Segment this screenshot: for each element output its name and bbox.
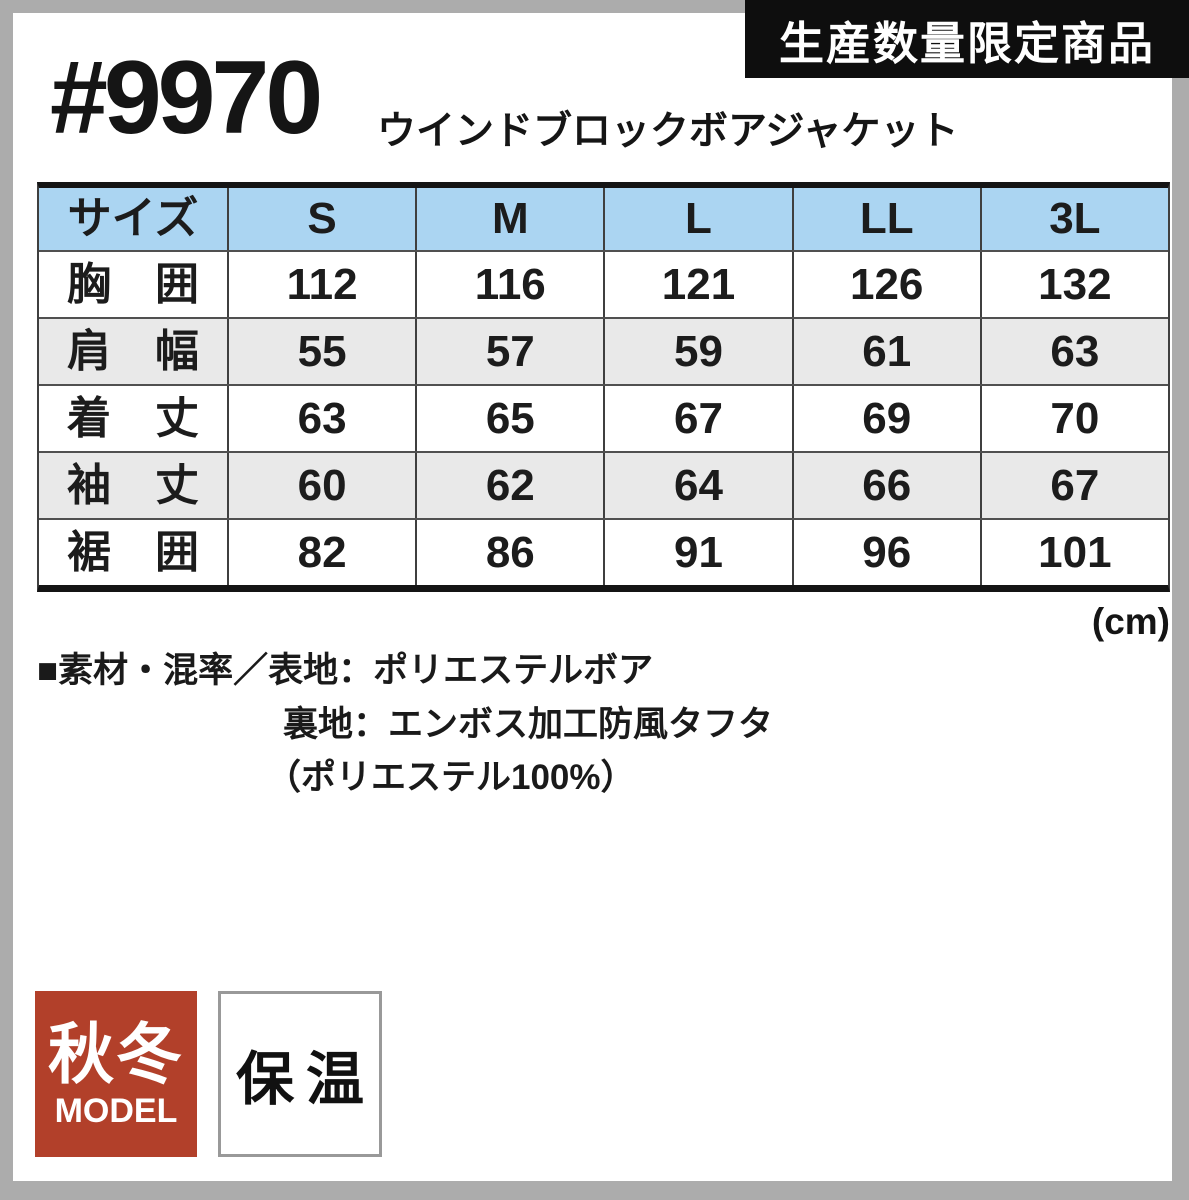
cell-value: 59 (603, 319, 791, 384)
cell-value: 67 (979, 453, 1168, 518)
unit-note: (cm) (1091, 601, 1170, 642)
table-row-hem: 裾 囲 82 86 91 96 101 (39, 518, 1168, 585)
cell-value: 101 (979, 520, 1168, 585)
row-label: 着 丈 (39, 386, 227, 451)
size-table: サイズ S M L LL 3L 胸 囲 112 116 121 126 132 (37, 182, 1170, 592)
photo-edge-bottom (0, 1181, 1189, 1200)
table-row-sleeve-length: 袖 丈 60 62 64 66 67 (39, 451, 1168, 518)
row-label-char: 囲 (155, 527, 199, 577)
season-badge-title: 秋冬 (48, 1017, 184, 1092)
cell-value: 69 (791, 386, 980, 451)
row-label: 胸 囲 (39, 252, 227, 317)
cell-value: 63 (979, 319, 1168, 384)
photo-edge-left (0, 0, 13, 1200)
cell-value: 66 (791, 453, 980, 518)
row-label: 裾 囲 (39, 520, 227, 585)
heat-retention-badge: 保温 (218, 991, 382, 1157)
cell-value: 61 (791, 319, 980, 384)
limited-production-badge-label: 生産数量限定商品 (778, 17, 1155, 69)
cell-value: 116 (415, 252, 603, 317)
cell-value: 57 (415, 319, 603, 384)
cell-value: 60 (227, 453, 415, 518)
cell-value: 70 (979, 386, 1168, 451)
size-table-header-ll: LL (791, 188, 980, 250)
cell-value: 132 (979, 252, 1168, 317)
row-label: 肩 幅 (39, 319, 227, 384)
table-row-body-length: 着 丈 63 65 67 69 70 (39, 384, 1168, 451)
row-label-char: 裾 (67, 527, 111, 577)
photo-edge-right (1172, 0, 1189, 1200)
table-row-chest: 胸 囲 112 116 121 126 132 (39, 250, 1168, 317)
row-label-char: 丈 (155, 393, 199, 443)
product-code: #9970 (50, 40, 323, 156)
cell-value: 121 (603, 252, 791, 317)
size-table-header-m: M (415, 188, 603, 250)
size-table-header-l: L (603, 188, 791, 250)
size-table-header-s: S (227, 188, 415, 250)
cell-value: 112 (227, 252, 415, 317)
size-table-header-3l: 3L (979, 188, 1168, 250)
cell-value: 65 (415, 386, 603, 451)
row-label-char: 着 (67, 393, 111, 443)
row-label-char: 丈 (155, 460, 199, 510)
row-label-char: 幅 (155, 326, 199, 376)
cell-value: 64 (603, 453, 791, 518)
row-label: 袖 丈 (39, 453, 227, 518)
size-table-header-row: サイズ S M L LL 3L (39, 188, 1168, 250)
season-badge-subtitle: MODEL (54, 1091, 178, 1130)
autumn-winter-model-badge: 秋冬 MODEL (35, 991, 197, 1157)
limited-production-badge: 生産数量限定商品 (745, 0, 1189, 78)
cell-value: 67 (603, 386, 791, 451)
table-row-shoulder: 肩 幅 55 57 59 61 63 (39, 317, 1168, 384)
row-label-char: 囲 (155, 259, 199, 309)
product-name: ウインドブロックボアジャケット (377, 110, 959, 153)
cell-value: 86 (415, 520, 603, 585)
cell-value: 96 (791, 520, 980, 585)
material-line-1: ■素材・混率／表地：ポリエステルボア (37, 651, 654, 690)
cell-value: 55 (227, 319, 415, 384)
cell-value: 63 (227, 386, 415, 451)
material-line-2: 裏地：エンボス加工防風タフタ (283, 705, 774, 744)
row-label-char: 袖 (67, 460, 111, 510)
cell-value: 91 (603, 520, 791, 585)
cell-value: 82 (227, 520, 415, 585)
cell-value: 126 (791, 252, 980, 317)
cell-value: 62 (415, 453, 603, 518)
row-label-char: 胸 (67, 259, 111, 309)
row-label-char: 肩 (67, 326, 111, 376)
material-line-3: （ポリエステル100%） (266, 758, 636, 797)
size-table-header-size: サイズ (67, 194, 199, 243)
